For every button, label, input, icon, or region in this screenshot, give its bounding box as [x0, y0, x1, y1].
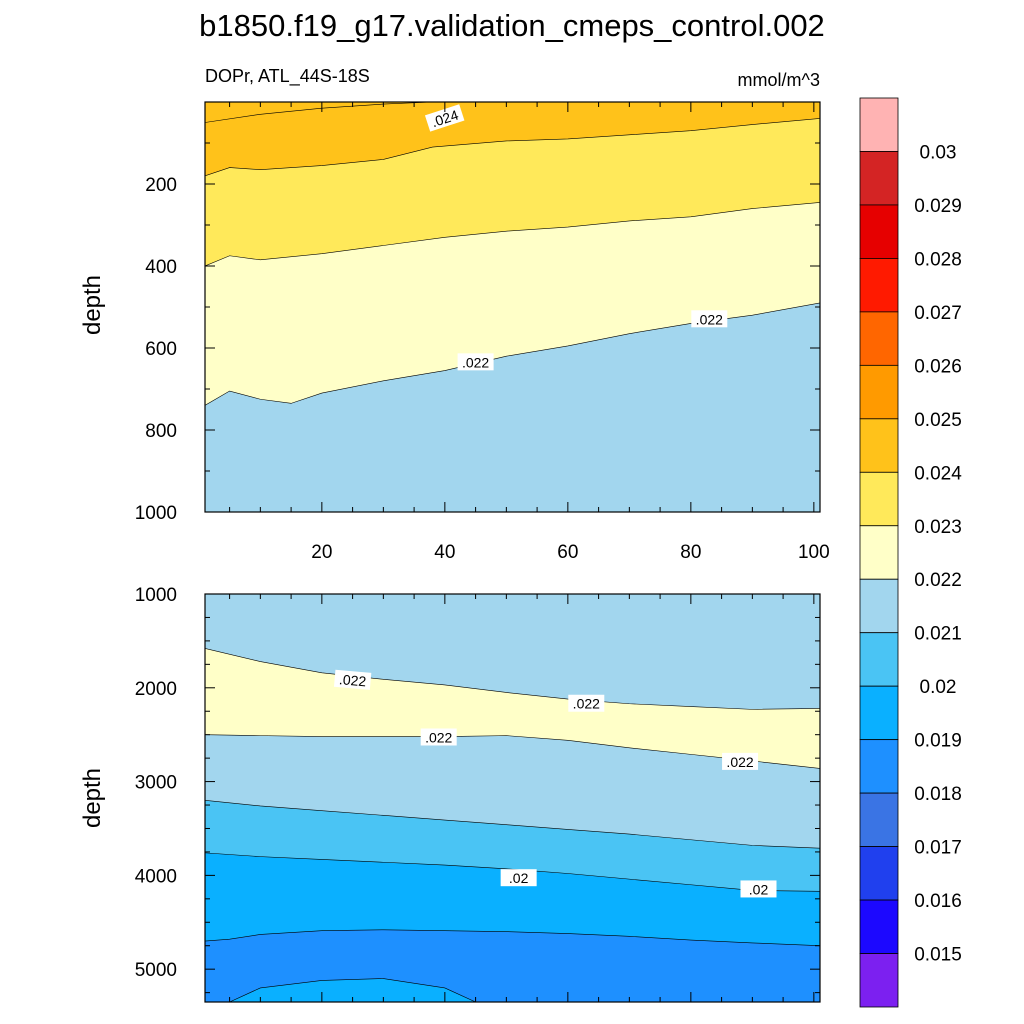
x-tick-label: 60: [557, 542, 578, 563]
contour-label: .02: [740, 880, 777, 898]
contour-label-text: .022: [726, 754, 753, 770]
colorbar-label: 0.027: [914, 303, 962, 324]
lower-y-axis-label: depth: [79, 768, 106, 828]
contour-label-text: .02: [509, 870, 529, 886]
colorbar-label: 0.025: [914, 410, 962, 431]
colorbar-label: 0.02: [920, 677, 957, 698]
contour-label-text: .022: [462, 354, 489, 370]
contour-line-0.0235: [205, 118, 820, 177]
colorbar-swatch: [859, 258, 899, 313]
left-string: DOPr, ATL_44S-18S: [205, 66, 370, 87]
colorbar-swatch: [859, 471, 899, 527]
contour-fill-0.022: [205, 302, 820, 512]
contour-label: .022: [691, 310, 728, 328]
y-tick-label: 5000: [135, 960, 177, 981]
y-tick-label: 2000: [135, 679, 177, 700]
colorbar-swatch: [859, 97, 899, 152]
contour-label: .022: [457, 353, 494, 371]
contour-label: .022: [568, 694, 605, 712]
colorbar-label: 0.024: [914, 463, 962, 484]
contour-line-0.02: [205, 852, 820, 892]
contour-fill-0.024: [205, 102, 433, 123]
figure-title: b1850.f19_g17.validation_cmeps_control.0…: [199, 8, 825, 43]
y-tick-label: 3000: [135, 773, 177, 794]
colorbar-swatch: [859, 311, 899, 366]
colorbar-swatch: [859, 899, 899, 954]
colorbar-swatch: [859, 151, 899, 206]
y-tick-label: 1000: [135, 503, 177, 524]
y-tick-label: 800: [145, 421, 177, 442]
colorbar-label: 0.019: [914, 731, 962, 752]
y-tick-label: 600: [145, 339, 177, 360]
contour-label: .02: [500, 869, 537, 887]
contour-line-0.0215: [205, 648, 820, 710]
contour-label: .022: [333, 669, 372, 690]
colorbar-label: 0.022: [914, 570, 962, 591]
contour-line-0.022: [205, 734, 820, 769]
x-tick-label: 40: [434, 542, 455, 563]
contour-line-0.022: [205, 302, 820, 406]
colorbar-label: 0.026: [914, 356, 962, 377]
colorbar-label: 0.023: [914, 517, 962, 538]
contour-label: .022: [722, 752, 759, 770]
colorbar-swatch: [859, 685, 899, 741]
colorbar: 0.03 0.029 0.028 0.027 0.026 0.025 0.024 0.023 0…: [859, 97, 962, 1008]
y-tick-label: 200: [145, 175, 177, 196]
units-string: mmol/m^3: [738, 70, 820, 90]
colorbar-label: 0.021: [914, 624, 962, 645]
contour-line-0.023: [205, 202, 820, 267]
contour-fill-0.0235: [205, 102, 820, 176]
lower-panel: .022 .022 .022 .022 .02 .02 1000 2000 3000 4000 50…: [135, 585, 821, 1003]
colorbar-label: 0.028: [914, 249, 962, 270]
colorbar-swatch: [859, 953, 899, 1008]
contour-label: .022: [420, 728, 457, 746]
colorbar-swatch: [859, 204, 899, 259]
x-tick-label: 80: [680, 542, 701, 563]
contour-label-text: .02: [749, 881, 769, 897]
colorbar-swatch: [859, 792, 899, 847]
colorbar-label: 0.018: [914, 784, 962, 805]
upper-y-axis-label: depth: [79, 275, 106, 335]
contour-label-text: .022: [696, 311, 723, 327]
colorbar-swatch: [859, 632, 899, 687]
colorbar-swatch: [859, 418, 899, 473]
y-tick-label: 1000: [135, 585, 177, 606]
colorbar-label: 0.029: [914, 196, 962, 217]
contour-label-text: .022: [425, 730, 452, 746]
contour-line-0.019: [229, 978, 476, 1002]
colorbar-swatch: [859, 846, 899, 901]
colorbar-swatch: [859, 525, 899, 580]
y-tick-label: 4000: [135, 866, 177, 887]
contour-label-text: .022: [338, 671, 367, 689]
x-tick-label: 100: [798, 542, 830, 563]
colorbar-label: 0.03: [920, 142, 957, 163]
colorbar-label: 0.017: [914, 838, 962, 859]
colorbar-swatch: [859, 739, 899, 794]
colorbar-swatch: [859, 578, 899, 634]
y-tick-label: 400: [145, 257, 177, 278]
colorbar-label: 0.015: [914, 945, 962, 966]
contour-label-text: .022: [573, 696, 600, 712]
x-tick-label: 20: [311, 542, 332, 563]
contour-line-0.0195: [205, 929, 820, 947]
colorbar-swatch: [859, 364, 899, 420]
colorbar-label: 0.016: [914, 891, 962, 912]
plot-frame: [204, 593, 821, 1003]
contour-line-0.0205: [205, 800, 820, 849]
